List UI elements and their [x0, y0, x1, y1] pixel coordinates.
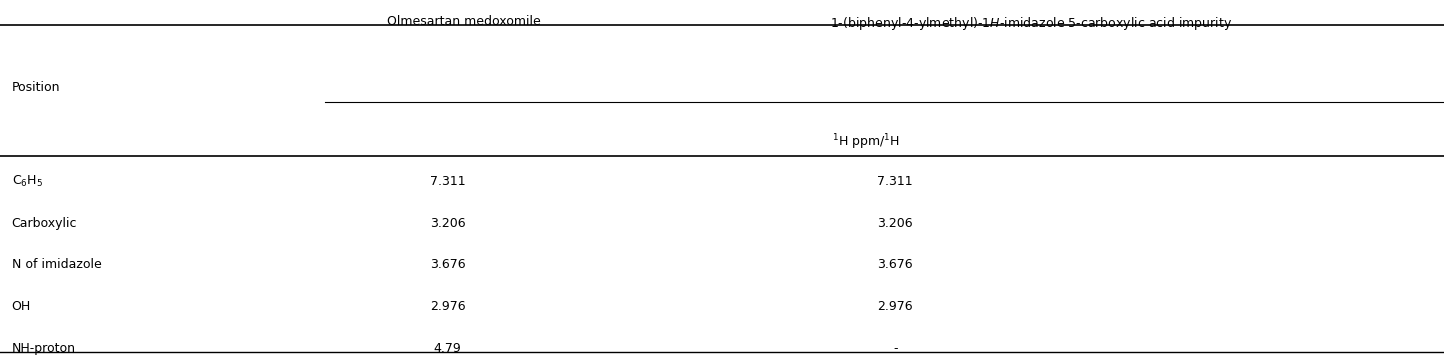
Text: 2.976: 2.976 — [878, 300, 913, 313]
Text: 4.79: 4.79 — [433, 342, 462, 355]
Text: -: - — [892, 342, 898, 355]
Text: N of imidazole: N of imidazole — [12, 258, 101, 272]
Text: OH: OH — [12, 300, 30, 313]
Text: C$_6$H$_5$: C$_6$H$_5$ — [12, 174, 43, 189]
Text: 3.206: 3.206 — [878, 217, 913, 230]
Text: Position: Position — [12, 81, 61, 94]
Text: 7.311: 7.311 — [430, 175, 465, 188]
Text: 2.976: 2.976 — [430, 300, 465, 313]
Text: Carboxylic: Carboxylic — [12, 217, 77, 230]
Text: NH-proton: NH-proton — [12, 342, 75, 355]
Text: $^{1}$H ppm/$^{1}$H: $^{1}$H ppm/$^{1}$H — [832, 132, 901, 152]
Text: 1-(biphenyl-4-ylmethyl)-1$\it{H}$-imidazole 5-carboxylic acid impurity: 1-(biphenyl-4-ylmethyl)-1$\it{H}$-imidaz… — [830, 15, 1232, 32]
Text: 3.676: 3.676 — [878, 258, 913, 272]
Text: 3.676: 3.676 — [430, 258, 465, 272]
Text: 3.206: 3.206 — [430, 217, 465, 230]
Text: Olmesartan medoxomile: Olmesartan medoxomile — [387, 15, 540, 28]
Text: 7.311: 7.311 — [878, 175, 913, 188]
